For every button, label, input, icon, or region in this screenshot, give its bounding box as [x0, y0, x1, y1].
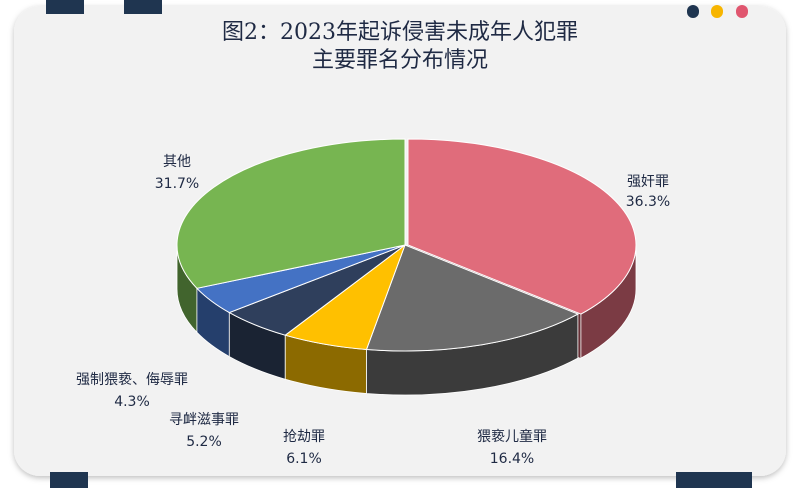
slice-name-label: 寻衅滋事罪	[169, 412, 239, 428]
slice-label-rape: 强奸罪 36.3%	[626, 174, 670, 210]
slice-percent-label: 5.2%	[186, 434, 222, 450]
slice-label-provoking-trouble: 寻衅滋事罪 5.2%	[169, 412, 239, 450]
pie-slice-child-molestation	[365, 244, 580, 352]
slice-label-indecent-assault: 强制猥亵、侮辱罪 4.3%	[76, 371, 188, 410]
corner-tab-bottom-left	[50, 472, 88, 488]
slice-name-label: 强奸罪	[627, 174, 669, 190]
slice-label-other: 其他 31.7%	[155, 154, 199, 192]
chart-title-line-2: 主要罪名分布情况	[312, 48, 488, 73]
chart-title-line-1: 图2：2023年起诉侵害未成年人犯罪	[222, 20, 578, 45]
slice-label-child-molestation: 猥亵儿童罪 16.4%	[477, 428, 547, 467]
pie-layer	[176, 138, 637, 396]
slice-percent-label: 31.7%	[155, 176, 199, 192]
slice-name-label: 强制猥亵、侮辱罪	[76, 371, 188, 388]
slice-name-label: 猥亵儿童罪	[477, 428, 547, 445]
pie-slice-other	[176, 138, 406, 289]
corner-tab-top-left	[46, 0, 84, 14]
pie-slice-rape	[407, 138, 637, 315]
corner-tab-top-left-2	[124, 0, 162, 14]
corner-tab-bottom-right	[676, 472, 752, 488]
dot-yellow-icon	[711, 5, 723, 18]
slice-percent-label: 6.1%	[286, 451, 322, 467]
slice-label-robbery: 抢劫罪 6.1%	[283, 428, 325, 467]
slice-percent-label: 16.4%	[490, 451, 534, 467]
dot-navy-icon	[687, 5, 699, 18]
slice-percent-label: 4.3%	[114, 394, 150, 410]
slice-name-label: 抢劫罪	[283, 428, 325, 445]
dot-pink-icon	[736, 5, 748, 18]
slice-name-label: 其他	[163, 154, 191, 170]
slice-percent-label: 36.3%	[626, 194, 670, 210]
